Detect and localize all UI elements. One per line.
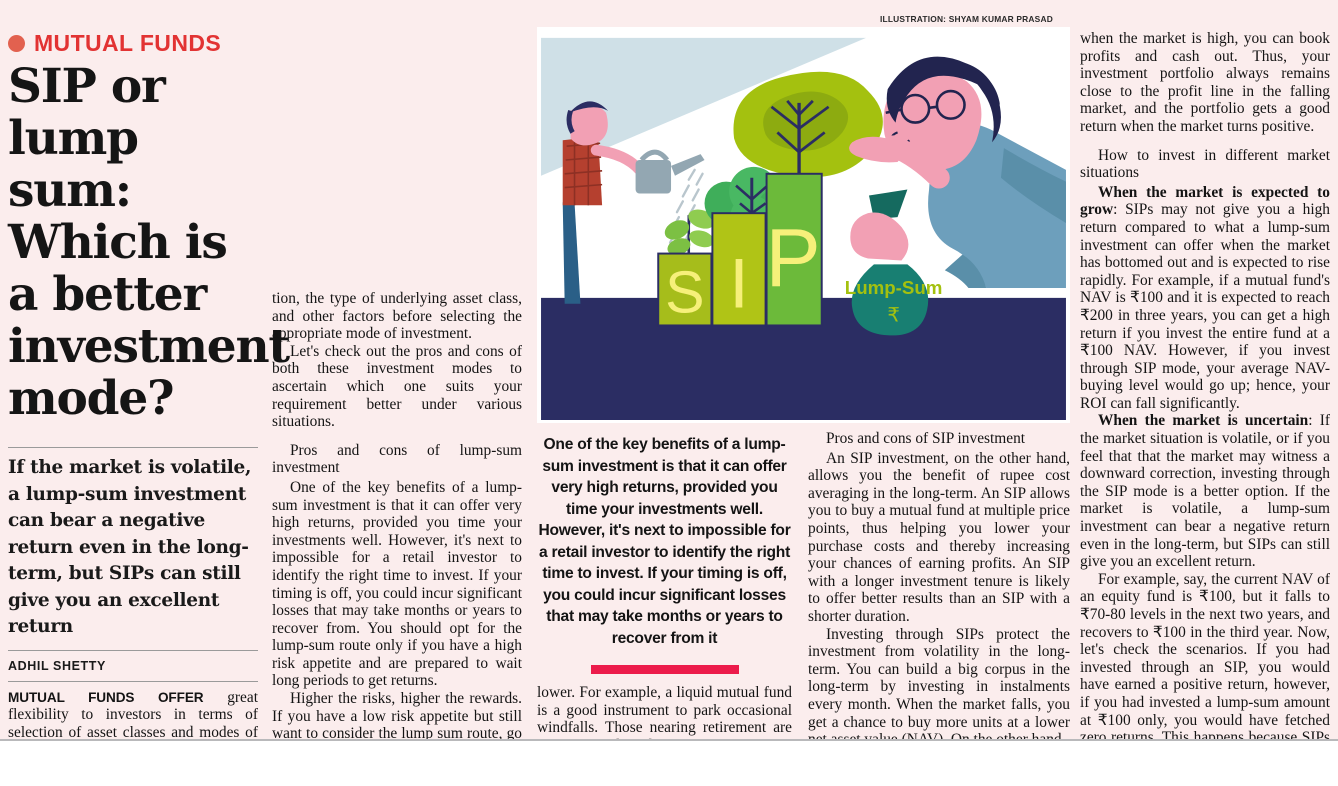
column-2: tion, the type of underlying asset class… xyxy=(272,0,522,786)
divider-above-standfirst xyxy=(8,447,258,448)
kicker-label: MUTUAL FUNDS xyxy=(34,30,222,56)
paragraph: One of the key benefits of a lump-sum in… xyxy=(272,478,522,690)
rupee-icon: ₹ xyxy=(887,304,900,327)
paragraph: Let's check out the pros and cons of bot… xyxy=(272,342,522,431)
run-in-heading: When the market is uncertain xyxy=(1098,412,1309,430)
subheading: Pros and cons of SIP investment xyxy=(826,430,1026,447)
column-5: when the market is high, you can book pr… xyxy=(1080,0,1330,786)
page-title: SIP or lump sum: Which is a better inves… xyxy=(8,59,290,426)
column-4: Pros and cons of SIP investment An SIP i… xyxy=(808,0,1070,749)
bullet-dot-icon xyxy=(8,35,25,52)
illustration: S I P Lump-Sum ₹ xyxy=(537,27,1070,423)
paragraph-text: : SIPs may not give you a high return co… xyxy=(1080,201,1330,412)
column-3: One of the key benefits of a lump-sum in… xyxy=(537,0,792,772)
paragraph: Investing through SIPs protect the inves… xyxy=(808,625,1070,749)
bag-label: Lump-Sum xyxy=(845,277,943,298)
column-4-body: Pros and cons of SIP investment An SIP i… xyxy=(808,430,1070,749)
paragraph: An SIP investment, on the other hand, al… xyxy=(808,449,1070,625)
paragraph: when the market is high, you can book pr… xyxy=(1080,30,1330,135)
pull-quote: One of the key benefits of a lump-sum in… xyxy=(538,436,791,647)
paragraph-text: : If the market situation is volatile, o… xyxy=(1080,412,1331,571)
column-5-body: when the market is high, you can book pr… xyxy=(1080,30,1330,786)
subheading: Pros and cons of lump-sum investment xyxy=(272,441,522,477)
footer-bar: FINANCIAL EXPRESS READ TO LEAD Tue, 10 D… xyxy=(0,741,1338,786)
paragraph: When the market is expected to grow: SIP… xyxy=(1080,184,1330,413)
paragraph: For example, say, the current NAV of an … xyxy=(1080,570,1330,782)
byline: ADHIL SHETTY xyxy=(8,658,106,673)
run-in-heading: When the market is expected to grow xyxy=(1080,183,1330,219)
bar-label-p: P xyxy=(766,211,821,304)
paragraph: When the market is uncertain: If the mar… xyxy=(1080,412,1330,570)
standfirst: If the market is volatile, a lump-sum in… xyxy=(8,457,252,637)
illustration-credit: ILLUSTRATION: SHYAM KUMAR PRASAD xyxy=(880,14,1053,24)
subheading: How to invest in different market situat… xyxy=(1080,146,1330,182)
divider-below-byline xyxy=(8,680,258,682)
paragraph: tion, the type of underlying asset class… xyxy=(272,290,522,343)
footer-divider xyxy=(0,739,1338,741)
section-kicker: MUTUAL FUNDS xyxy=(8,30,258,57)
column-2-body: tion, the type of underlying asset class… xyxy=(272,290,522,786)
bar-label-i: I xyxy=(729,245,749,324)
column-1: MUTUAL FUNDS SIP or lump sum: Which is a… xyxy=(8,0,290,786)
drop-lead: MUTUAL FUNDS OFFER xyxy=(8,689,204,705)
bar-label-s: S xyxy=(665,260,704,326)
divider-below-standfirst xyxy=(8,649,258,651)
pull-quote-accent-bar xyxy=(590,665,739,674)
